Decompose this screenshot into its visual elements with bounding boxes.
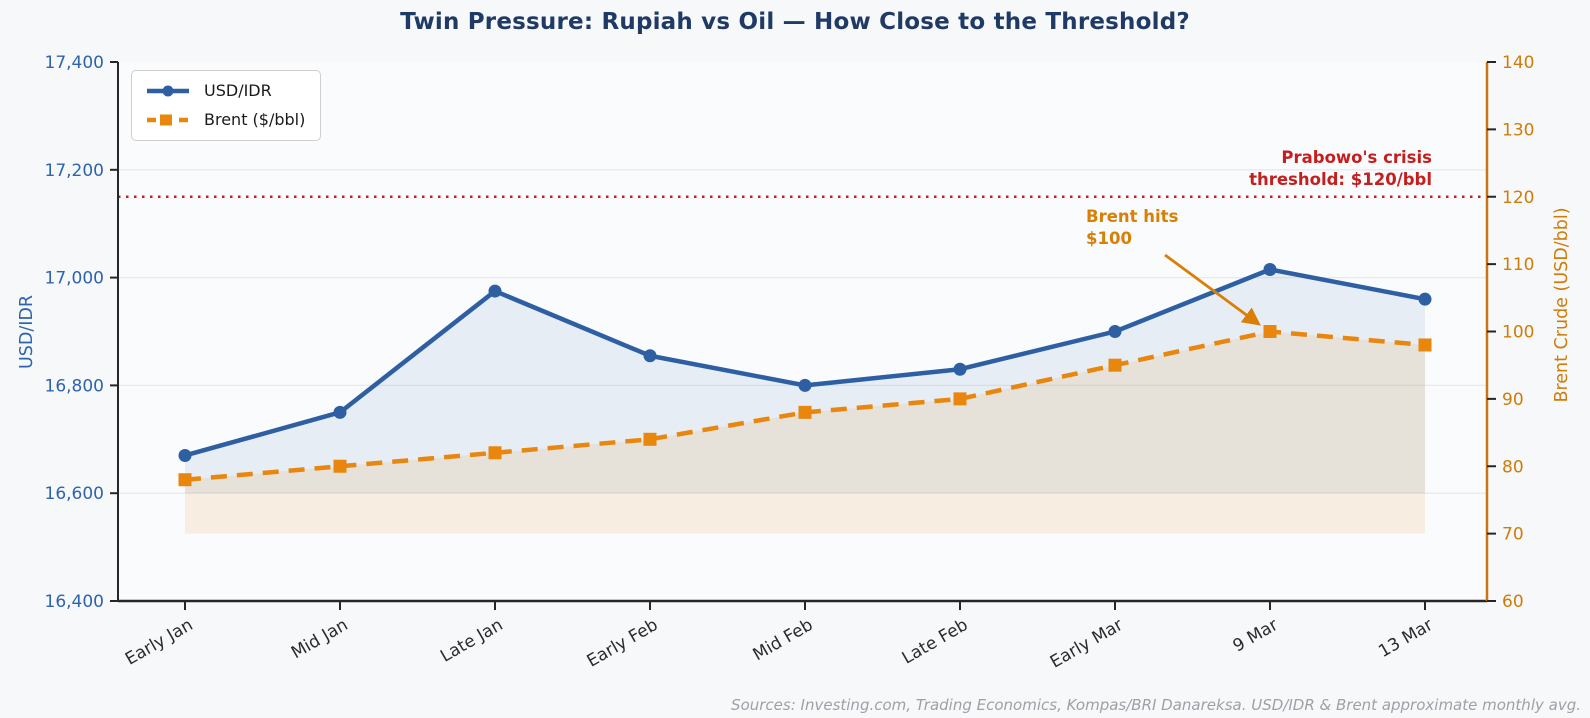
- data-point: [333, 459, 347, 473]
- right-tick-label: 100: [1502, 323, 1534, 343]
- left-tick-label: 16,800: [45, 376, 104, 396]
- left-tick-label: 17,200: [45, 161, 104, 181]
- right-axis-title: Brent Crude (USD/bbl): [1552, 207, 1572, 403]
- left-tick-label: 16,600: [45, 484, 104, 504]
- data-point: [953, 392, 967, 406]
- left-tick-label: 16,400: [45, 592, 104, 612]
- area-fill: [185, 269, 1425, 494]
- data-point: [1418, 292, 1432, 306]
- left-tick-label: 17,400: [45, 53, 104, 73]
- data-point: [1108, 358, 1122, 372]
- x-tick-label: Early Mar: [1047, 615, 1127, 673]
- threshold-annotation: Prabowo's crisis threshold: $120/bbl: [1249, 147, 1432, 191]
- right-tick-label: 80: [1502, 457, 1524, 477]
- usdidr-line-swatch-icon: [147, 85, 189, 96]
- x-tick-label: Mid Feb: [750, 615, 817, 665]
- x-tick-label: Early Jan: [122, 615, 197, 670]
- legend-label-brent: Brent ($/bbl): [204, 110, 306, 129]
- data-point: [178, 448, 192, 462]
- brent-100-arrow: [1164, 253, 1261, 326]
- data-point: [1263, 263, 1277, 277]
- x-tick-label: 13 Mar: [1375, 615, 1436, 662]
- x-tick-label: Mid Jan: [288, 615, 352, 663]
- brent-100-annotation-line1: Brent hits: [1086, 207, 1179, 226]
- data-point: [1108, 325, 1122, 338]
- legend-item-usdidr: USD/IDR: [145, 81, 305, 100]
- data-point: [798, 378, 812, 392]
- chart-title: Twin Pressure: Rupiah vs Oil — How Close…: [400, 9, 1190, 35]
- data-point: [178, 473, 192, 487]
- legend-label-usdidr: USD/IDR: [204, 81, 272, 100]
- threshold-annotation-line2: threshold: $120/bbl: [1249, 169, 1432, 189]
- right-tick-label: 70: [1502, 525, 1524, 545]
- data-point: [798, 405, 812, 419]
- x-tick-label: 9 Mar: [1230, 615, 1282, 656]
- area-fill: [185, 331, 1425, 534]
- data-point: [643, 349, 657, 363]
- threshold-annotation-line1: Prabowo's crisis: [1281, 148, 1432, 167]
- legend-item-brent: Brent ($/bbl): [145, 110, 305, 129]
- data-point: [643, 432, 657, 446]
- data-point: [333, 405, 347, 419]
- data-point: [488, 446, 502, 460]
- legend: USD/IDR Brent ($/bbl): [131, 70, 322, 141]
- right-tick-label: 130: [1502, 120, 1534, 140]
- right-tick-label: 110: [1502, 255, 1534, 275]
- right-tick-label: 140: [1502, 53, 1534, 73]
- x-tick-label: Early Feb: [584, 615, 662, 672]
- data-point: [1418, 338, 1432, 352]
- right-tick-label: 60: [1502, 592, 1524, 612]
- x-tick-label: Late Feb: [899, 615, 972, 669]
- plot-area: [118, 62, 1487, 601]
- data-point: [488, 284, 502, 298]
- left-axis-title: USD/IDR: [17, 294, 37, 370]
- left-tick-label: 17,000: [45, 269, 104, 289]
- source-note: Sources: Investing.com, Trading Economic…: [731, 696, 1581, 714]
- brent-100-annotation-line2: $100: [1086, 228, 1132, 248]
- data-point: [953, 362, 967, 376]
- brent-100-annotation: Brent hits $100: [1086, 206, 1178, 250]
- right-tick-label: 120: [1502, 188, 1534, 208]
- brent-line-swatch-icon: [147, 114, 189, 125]
- x-tick-label: Late Jan: [437, 615, 506, 667]
- data-point: [1263, 325, 1277, 338]
- right-tick-label: 90: [1502, 390, 1524, 410]
